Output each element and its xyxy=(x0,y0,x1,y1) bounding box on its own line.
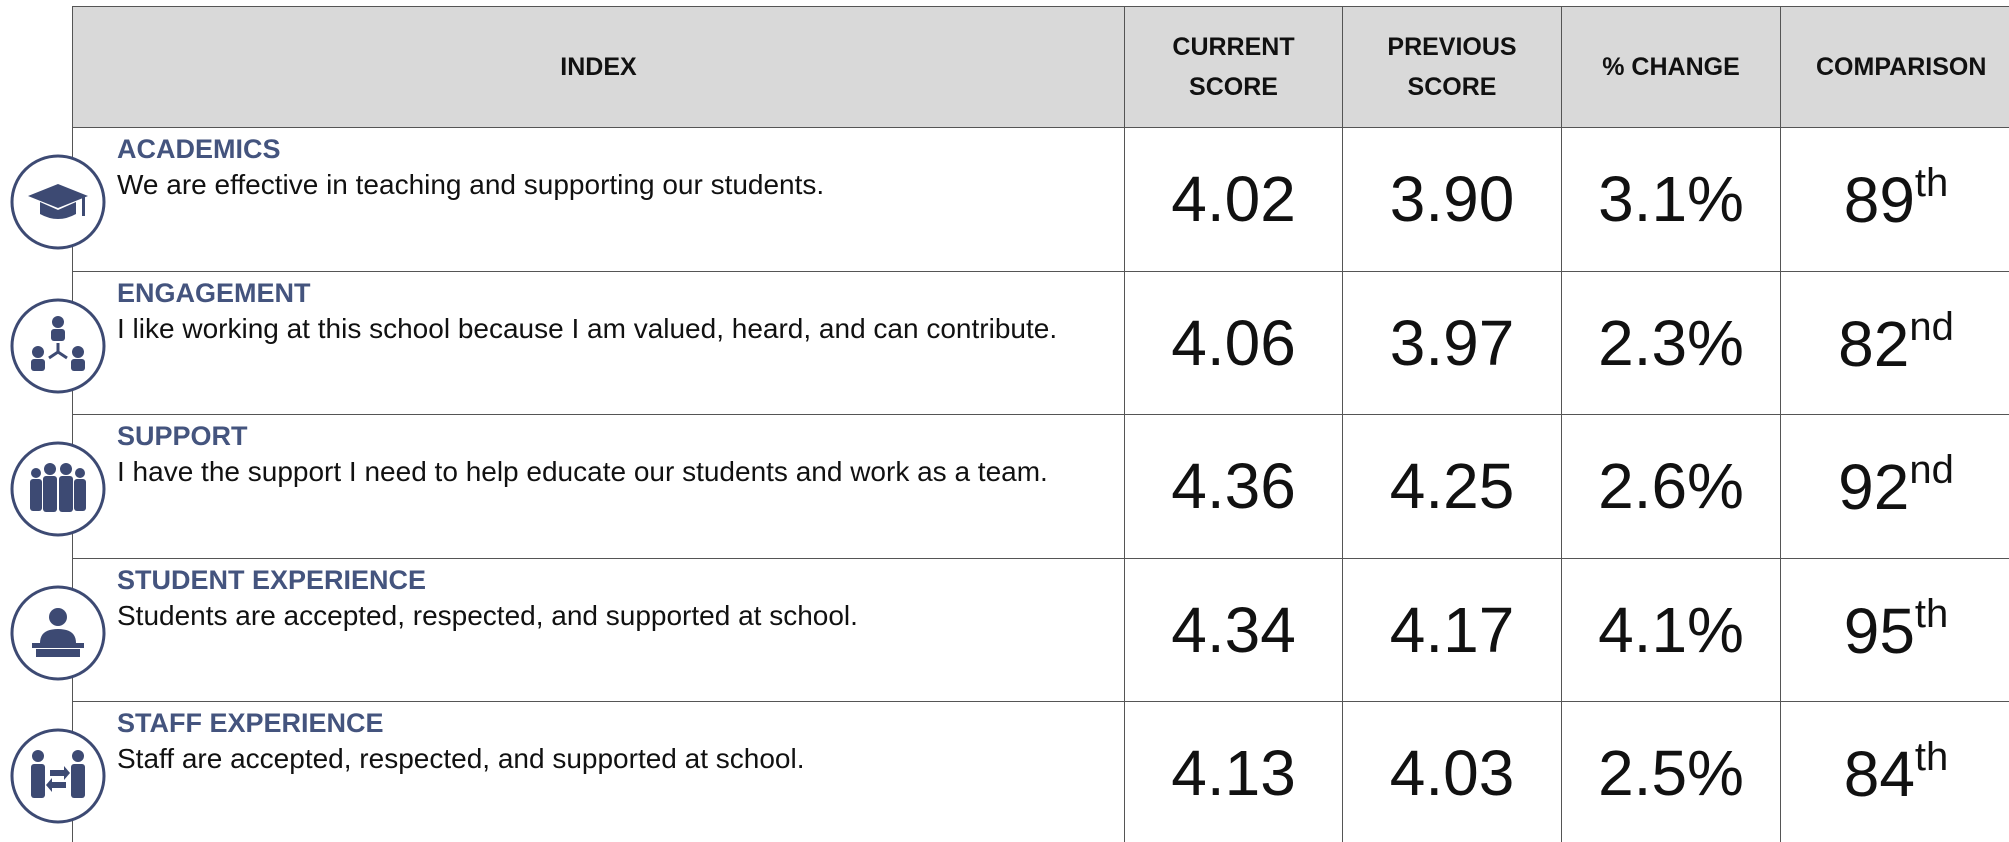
comparison: 82nd xyxy=(1838,305,1954,381)
row-title: ENGAGEMENT xyxy=(117,277,311,308)
percentile: 82 xyxy=(1838,307,1910,380)
comparison-cell: 89th xyxy=(1781,128,2009,272)
header-cell: INDEX xyxy=(72,6,1125,128)
value-cell: 4.36 xyxy=(1125,415,1343,559)
value-cell: 4.34 xyxy=(1125,558,1343,702)
current: 4.34 xyxy=(1171,593,1296,666)
header-text: PREVIOUS SCORE xyxy=(1387,33,1517,101)
value-cell: 4.13 xyxy=(1125,702,1343,842)
percentile: 89 xyxy=(1843,164,1915,237)
change: 2.6% xyxy=(1598,450,1744,523)
row-title: STUDENT EXPERIENCE xyxy=(117,564,427,595)
comparison: 84th xyxy=(1844,735,1949,811)
header-cell: % CHANGE xyxy=(1562,6,1781,128)
previous: 4.25 xyxy=(1389,450,1515,523)
current: 4.06 xyxy=(1171,306,1296,379)
row-title: STAFF EXPERIENCE xyxy=(117,708,384,738)
value-cell: 2.3% xyxy=(1562,271,1781,415)
header-text: % CHANGE xyxy=(1602,53,1740,81)
header-cell: CURRENT SCORE xyxy=(1125,6,1343,128)
change: 3.1% xyxy=(1598,163,1744,236)
value-cell: 2.6% xyxy=(1562,415,1781,559)
value-cell: 4.02 xyxy=(1125,128,1343,272)
comparison: 92nd xyxy=(1838,448,1954,524)
row-description: I have the support I need to help educat… xyxy=(117,456,1048,487)
comparison-cell: 92nd xyxy=(1781,415,2009,559)
comparison-cell: 84th xyxy=(1781,702,2009,842)
header-cell: COMPARISON xyxy=(1781,6,2009,128)
header-text: CURRENT SCORE xyxy=(1172,33,1295,101)
value-cell: 3.97 xyxy=(1343,271,1562,415)
change: 4.1% xyxy=(1598,593,1744,666)
index-cell: STUDENT EXPERIENCE Students are accepted,… xyxy=(72,558,1125,702)
value-cell: 4.17 xyxy=(1343,558,1562,702)
current: 4.02 xyxy=(1171,163,1296,236)
percentile-suffix: th xyxy=(1914,735,1949,780)
index-cell: STAFF EXPERIENCE Staff are accepted, resp… xyxy=(72,702,1125,842)
percentile: 84 xyxy=(1843,738,1915,811)
row-description: Students are accepted, respected, and su… xyxy=(117,599,858,631)
index-cell: ENGAGEMENT I like working at this school … xyxy=(72,271,1125,415)
comparison-cell: 82nd xyxy=(1781,272,2009,415)
previous: 4.17 xyxy=(1389,593,1515,666)
row-description: We are effective in teaching and support… xyxy=(117,169,825,200)
value-cell: 4.1% xyxy=(1562,558,1781,702)
value-cell: 2.5% xyxy=(1562,702,1781,842)
row-title: ACADEMICS xyxy=(117,134,281,164)
change: 2.3% xyxy=(1598,306,1744,379)
value-cell: 3.90 xyxy=(1343,128,1562,272)
comparison: 89th xyxy=(1844,161,1949,237)
row-description: Staff are accepted, respected, and suppo… xyxy=(117,743,805,774)
value-cell: 4.25 xyxy=(1343,415,1562,559)
previous: 3.97 xyxy=(1389,306,1515,379)
header-text: COMPARISON xyxy=(1816,53,1987,81)
header-text: INDEX xyxy=(560,53,637,81)
row-title: SUPPORT xyxy=(117,421,248,451)
value-cell: 4.03 xyxy=(1343,702,1562,842)
comparison: 95th xyxy=(1844,592,1949,668)
previous: 3.90 xyxy=(1389,163,1515,236)
row-description: I like working at this school because I … xyxy=(117,312,1058,344)
percentile-suffix: th xyxy=(1914,591,1949,636)
percentile: 95 xyxy=(1843,594,1915,667)
percentile: 92 xyxy=(1838,451,1910,524)
value-cell: 3.1% xyxy=(1562,128,1781,272)
percentile-suffix: nd xyxy=(1909,448,1954,493)
current: 4.36 xyxy=(1171,450,1296,523)
value-cell: 4.06 xyxy=(1125,271,1343,415)
change: 2.5% xyxy=(1598,737,1744,810)
row-icon xyxy=(10,298,106,393)
comparison-cell: 95th xyxy=(1781,559,2009,702)
index-cell: ACADEMICS We are effective in teaching an… xyxy=(72,128,1125,272)
row-icon xyxy=(10,154,106,250)
row-icon xyxy=(10,585,106,680)
current: 4.13 xyxy=(1171,737,1296,810)
row-icon xyxy=(10,441,106,537)
percentile-suffix: nd xyxy=(1909,304,1954,349)
header-cell: PREVIOUS SCORE xyxy=(1343,6,1562,128)
percentile-suffix: th xyxy=(1914,161,1949,206)
index-cell: SUPPORT I have the support I need to help… xyxy=(72,415,1125,559)
row-icon xyxy=(10,728,106,824)
previous: 4.03 xyxy=(1389,737,1515,810)
